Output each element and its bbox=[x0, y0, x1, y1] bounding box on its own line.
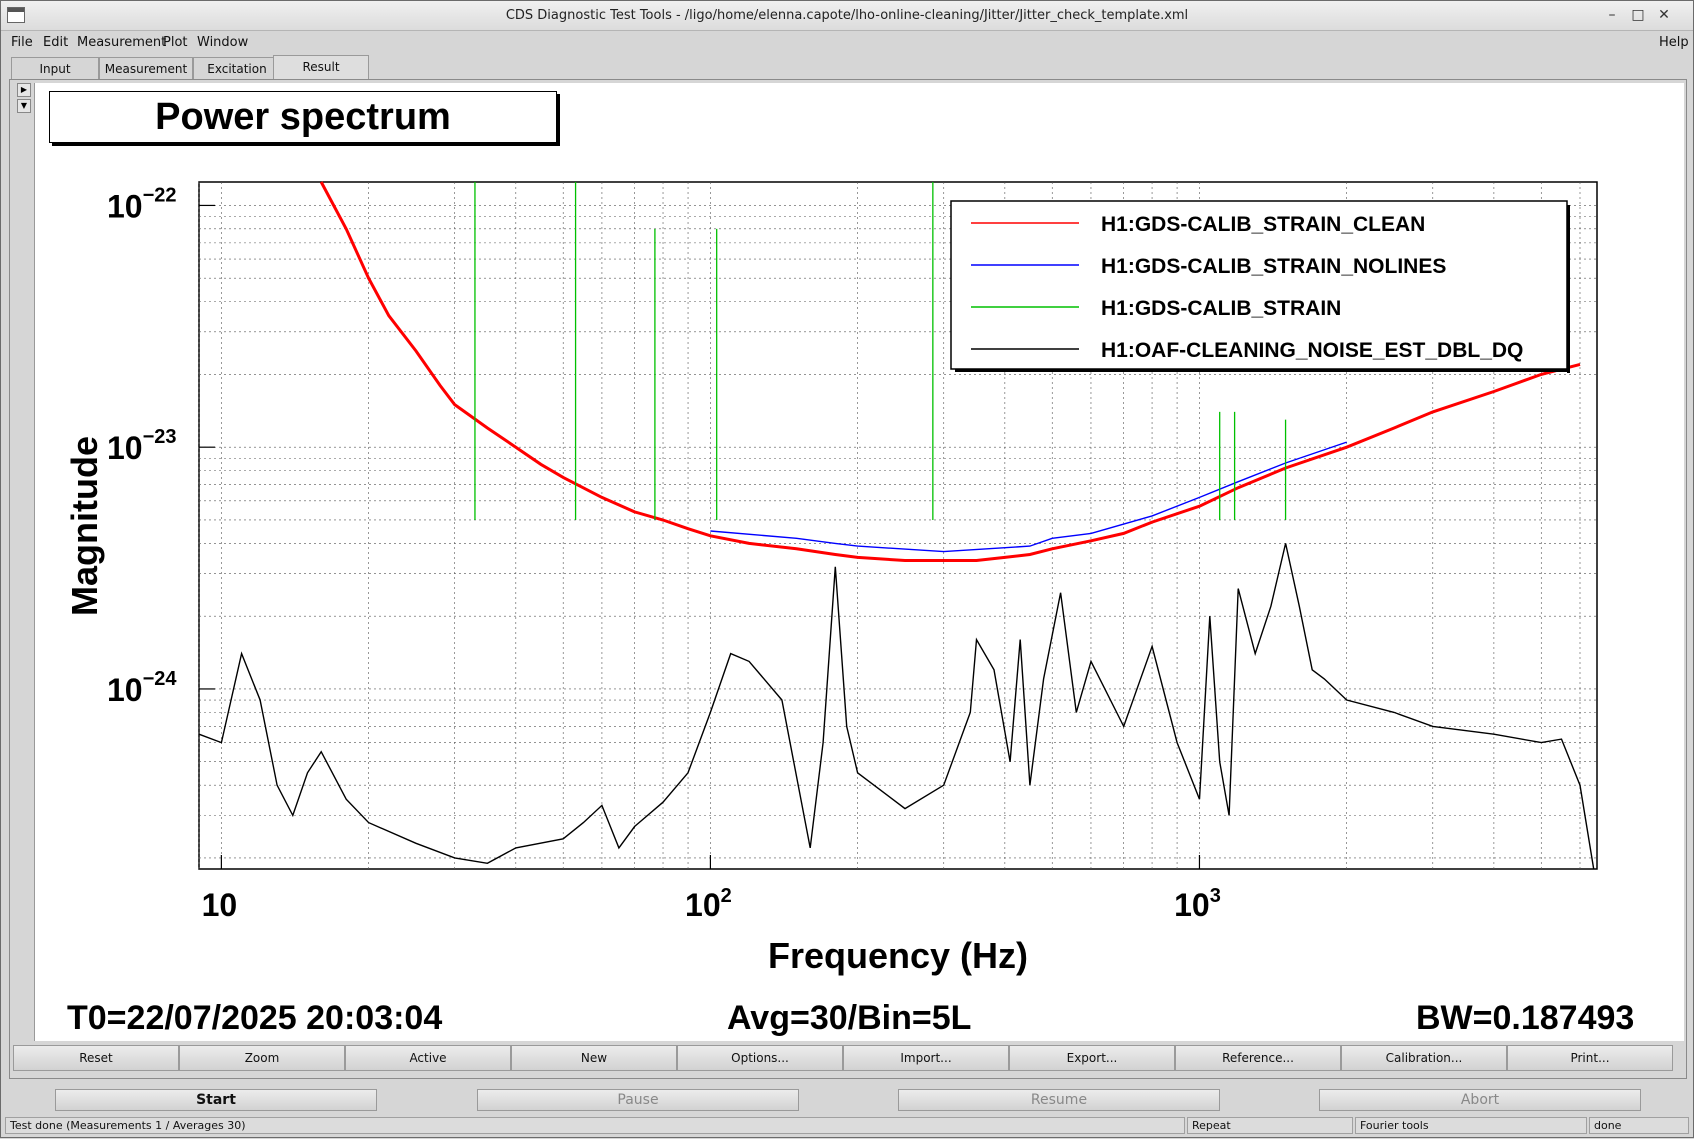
menu-edit[interactable]: Edit bbox=[43, 35, 69, 50]
legend-entry: H1:GDS-CALIB_STRAIN bbox=[1101, 297, 1341, 320]
pad-arrows: ▶ ▼ bbox=[17, 83, 31, 115]
arrow-right-icon[interactable]: ▶ bbox=[17, 83, 31, 97]
x-tick-label: 10 bbox=[202, 887, 238, 923]
status-state: done bbox=[1589, 1117, 1689, 1134]
menu-help[interactable]: Help bbox=[1659, 35, 1689, 50]
active-button[interactable]: Active bbox=[345, 1045, 511, 1071]
y-tick-exponent: −23 bbox=[143, 426, 177, 448]
tab-result[interactable]: Result bbox=[273, 55, 369, 79]
status-message: Test done (Measurements 1 / Averages 30) bbox=[5, 1117, 1185, 1134]
y-tick-exponent: −24 bbox=[143, 668, 178, 690]
legend-shadow bbox=[955, 369, 1570, 372]
close-icon[interactable]: ✕ bbox=[1658, 7, 1670, 23]
minimize-icon[interactable]: – bbox=[1608, 7, 1616, 23]
bandwidth-label: BW=0.187493 bbox=[1416, 999, 1635, 1037]
legend-entry: H1:GDS-CALIB_STRAIN_CLEAN bbox=[1101, 213, 1425, 236]
legend-entry: H1:GDS-CALIB_STRAIN_NOLINES bbox=[1101, 255, 1446, 278]
x-tick-label: 103 bbox=[1174, 885, 1221, 923]
menu-bar: File Edit Measurement Plot Window Help bbox=[1, 31, 1693, 55]
menu-measurement[interactable]: Measurement bbox=[77, 35, 167, 50]
abort-button[interactable]: Abort bbox=[1319, 1089, 1641, 1111]
legend-shadow bbox=[1567, 205, 1570, 373]
series-layer bbox=[198, 181, 1595, 870]
y-tick-label: 10−24 bbox=[107, 668, 177, 708]
x-tick-label: 102 bbox=[685, 885, 732, 923]
plot-title: Power spectrum bbox=[155, 96, 451, 138]
menu-file[interactable]: File bbox=[11, 35, 33, 50]
window-title: CDS Diagnostic Test Tools - /ligo/home/e… bbox=[505, 8, 1189, 23]
reset-button[interactable]: Reset bbox=[13, 1045, 179, 1071]
window-menu-icon[interactable] bbox=[7, 7, 25, 23]
tab-input[interactable]: Input bbox=[11, 57, 99, 79]
menu-window[interactable]: Window bbox=[197, 35, 249, 50]
series-strain-clean bbox=[319, 181, 1581, 562]
avg-bin-label: Avg=30/Bin=5L bbox=[727, 999, 972, 1037]
y-tick-label: 10−23 bbox=[107, 426, 177, 466]
maximize-icon[interactable]: □ bbox=[1631, 7, 1645, 23]
reference-button[interactable]: Reference... bbox=[1175, 1045, 1341, 1071]
export-button[interactable]: Export... bbox=[1009, 1045, 1175, 1071]
options-button[interactable]: Options... bbox=[677, 1045, 843, 1071]
series-noise-est bbox=[198, 543, 1595, 870]
status-tools: Fourier tools bbox=[1355, 1117, 1587, 1134]
tab-measurement[interactable]: Measurement bbox=[99, 57, 193, 79]
x-tick-exponent: 3 bbox=[1210, 885, 1221, 907]
pause-button[interactable]: Pause bbox=[477, 1089, 799, 1111]
print-button[interactable]: Print... bbox=[1507, 1045, 1673, 1071]
plot-title-box: Power spectrum bbox=[49, 91, 557, 143]
menu-plot[interactable]: Plot bbox=[163, 35, 188, 50]
plot-button-row: Reset Zoom Active New Options... Import.… bbox=[13, 1045, 1675, 1071]
arrow-down-icon[interactable]: ▼ bbox=[17, 99, 31, 113]
start-button[interactable]: Start bbox=[55, 1089, 377, 1111]
result-panel bbox=[9, 79, 1687, 1079]
resume-button[interactable]: Resume bbox=[898, 1089, 1220, 1111]
zoom-button[interactable]: Zoom bbox=[179, 1045, 345, 1071]
series-strain-nolines bbox=[710, 441, 1347, 553]
calibration-button[interactable]: Calibration... bbox=[1341, 1045, 1507, 1071]
control-button-row: Start Pause Resume Abort bbox=[1, 1089, 1693, 1115]
x-axis-label: Frequency (Hz) bbox=[768, 935, 1028, 976]
x-tick-exponent: 2 bbox=[721, 885, 732, 907]
legend-entry: H1:OAF-CLEANING_NOISE_EST_DBL_DQ bbox=[1101, 339, 1523, 362]
import-button[interactable]: Import... bbox=[843, 1045, 1009, 1071]
t0-label: T0=22/07/2025 20:03:04 bbox=[67, 999, 443, 1037]
legend-box bbox=[950, 200, 1568, 370]
x-axis-ticks: 10 102 103 bbox=[202, 855, 1221, 923]
status-repeat: Repeat bbox=[1187, 1117, 1353, 1134]
status-bar: Test done (Measurements 1 / Averages 30)… bbox=[5, 1117, 1691, 1135]
new-button[interactable]: New bbox=[511, 1045, 677, 1071]
title-bar: CDS Diagnostic Test Tools - /ligo/home/e… bbox=[1, 1, 1693, 31]
y-axis-label: Magnitude bbox=[64, 436, 105, 616]
y-tick-label: 10−22 bbox=[107, 184, 177, 224]
legend: H1:GDS-CALIB_STRAIN_CLEAN H1:GDS-CALIB_ST… bbox=[950, 200, 1570, 373]
y-tick-exponent: −22 bbox=[143, 184, 177, 206]
tab-excitation[interactable]: Excitation bbox=[193, 57, 281, 79]
